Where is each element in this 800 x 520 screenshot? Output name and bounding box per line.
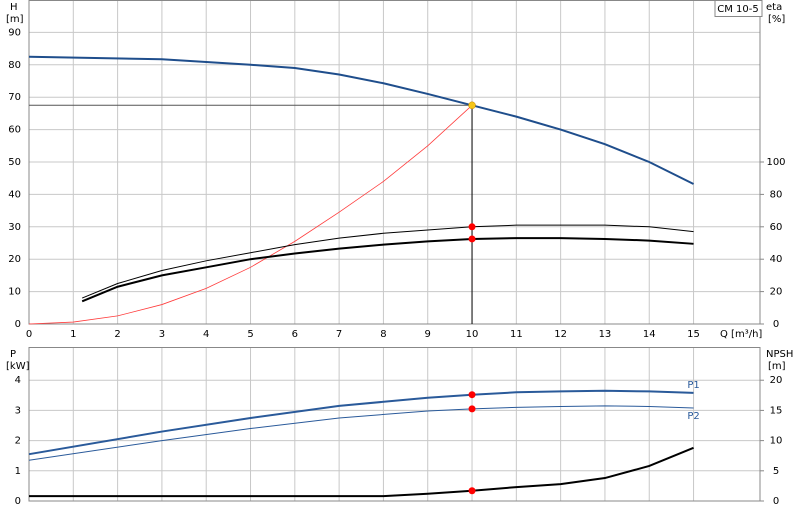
y2-tick-label: 80 bbox=[770, 189, 783, 200]
y2-axis-label: NPSH bbox=[766, 349, 793, 360]
y-tick-label: 70 bbox=[8, 92, 21, 103]
y-tick-label: 1 bbox=[15, 466, 21, 477]
x-tick-label: 1 bbox=[70, 329, 76, 340]
y2-tick-label: 5 bbox=[773, 466, 779, 477]
y2-tick-label: 20 bbox=[770, 375, 783, 386]
series-line bbox=[28, 389, 694, 456]
y2-axis-unit: [%] bbox=[768, 14, 785, 25]
y2-tick-label: 15 bbox=[770, 405, 783, 416]
marker bbox=[468, 223, 476, 231]
x-tick-label: 15 bbox=[687, 329, 700, 340]
x-tick-label: 6 bbox=[292, 329, 298, 340]
y2-axis-unit: [m] bbox=[768, 361, 786, 372]
y2-tick-label: 0 bbox=[773, 496, 779, 507]
y-axis-unit: [m] bbox=[6, 14, 24, 25]
x-tick-label: 13 bbox=[599, 329, 612, 340]
y-tick-label: 80 bbox=[8, 60, 21, 71]
y-tick-label: 20 bbox=[8, 254, 21, 265]
operating-point bbox=[468, 101, 476, 110]
series-line bbox=[28, 405, 694, 461]
series-line bbox=[28, 55, 694, 185]
x-tick-label: 2 bbox=[114, 329, 120, 340]
x-tick-label: 11 bbox=[510, 329, 523, 340]
y-tick-label: 60 bbox=[8, 125, 21, 136]
series-line bbox=[81, 237, 694, 303]
marker bbox=[468, 235, 476, 243]
series-line bbox=[29, 446, 694, 498]
x-tick-label: 7 bbox=[336, 329, 342, 340]
y-tick-label: 0 bbox=[15, 319, 21, 330]
y2-tick-label: 0 bbox=[773, 319, 779, 330]
series-label: P1 bbox=[687, 380, 699, 391]
box-label-frame bbox=[714, 0, 763, 17]
y-tick-label: 50 bbox=[8, 157, 21, 168]
x-axis-label: Q [m³/h] bbox=[720, 329, 762, 340]
box-label: CM 10-5 bbox=[717, 4, 758, 15]
y-tick-label: 4 bbox=[15, 375, 21, 386]
x-tick-label: 9 bbox=[425, 329, 431, 340]
y-tick-label: 30 bbox=[8, 222, 21, 233]
y2-tick-label: 40 bbox=[770, 254, 783, 265]
x-tick-label: 4 bbox=[203, 329, 209, 340]
y2-tick-label: 20 bbox=[770, 287, 783, 298]
y-tick-label: 0 bbox=[15, 496, 21, 507]
y2-axis-label: eta bbox=[766, 2, 782, 13]
y2-tick-label: 10 bbox=[770, 436, 783, 447]
marker bbox=[468, 405, 476, 413]
y-tick-label: 2 bbox=[15, 436, 21, 447]
y-tick-label: 3 bbox=[15, 405, 21, 416]
y2-tick-label: 60 bbox=[770, 222, 783, 233]
x-tick-label: 5 bbox=[247, 329, 253, 340]
x-tick-label: 14 bbox=[643, 329, 656, 340]
marker bbox=[468, 487, 476, 495]
y-tick-label: 10 bbox=[8, 287, 21, 298]
plot-frame bbox=[28, 0, 761, 325]
x-tick-label: 0 bbox=[26, 329, 32, 340]
y-axis-label: H bbox=[10, 2, 18, 13]
series-label: P2 bbox=[687, 411, 699, 422]
series-line bbox=[28, 105, 473, 325]
series-line bbox=[81, 224, 694, 299]
marker bbox=[468, 391, 476, 399]
plot-frame bbox=[28, 347, 761, 502]
y-axis-unit: [kW] bbox=[6, 361, 30, 372]
y2-tick-label: 100 bbox=[766, 157, 785, 168]
x-tick-label: 12 bbox=[554, 329, 567, 340]
y-tick-label: 40 bbox=[8, 189, 21, 200]
x-tick-label: 10 bbox=[466, 329, 479, 340]
x-tick-label: 3 bbox=[159, 329, 165, 340]
y-axis-label: P bbox=[10, 349, 16, 360]
x-tick-label: 8 bbox=[380, 329, 386, 340]
y-tick-label: 90 bbox=[8, 27, 21, 38]
